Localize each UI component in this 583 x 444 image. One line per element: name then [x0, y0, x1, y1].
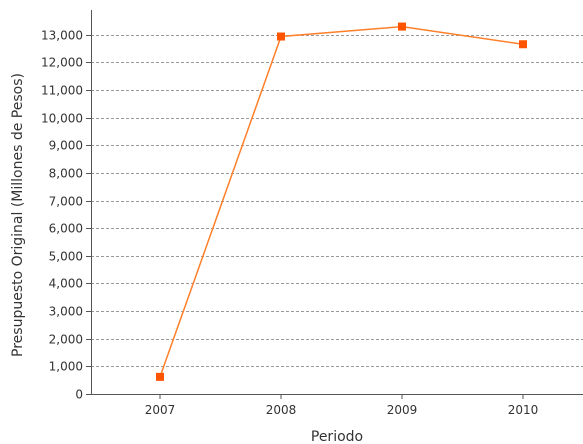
y-tick-label: 2,000	[49, 333, 83, 347]
y-tick-label: 5,000	[49, 250, 83, 264]
y-axis-title: Presupuesto Original (Millones de Pesos)	[10, 73, 26, 357]
y-tick-label: 6,000	[49, 222, 83, 236]
y-tick-label: 8,000	[49, 167, 83, 181]
x-tick-label: 2010	[508, 403, 539, 417]
data-point-marker	[277, 32, 285, 41]
x-tick-label: 2008	[266, 403, 297, 417]
series	[156, 22, 527, 381]
y-tick-label: 11,000	[41, 84, 83, 98]
y-tick-label: 9,000	[49, 139, 83, 153]
y-tick-label: 7,000	[49, 195, 83, 209]
x-tick-label: 2007	[145, 403, 176, 417]
y-tick-labels: 0 1,000 2,000 3,000 4,000 5,000 6,000 7,000 8,00…	[41, 29, 83, 402]
x-tick-label: 2009	[387, 403, 418, 417]
y-tick-label: 10,000	[41, 112, 83, 126]
y-tick-label: 0	[75, 388, 83, 402]
y-tick-label: 4,000	[49, 277, 83, 291]
axes	[86, 10, 583, 399]
x-tick-labels: 2007 2008 2009 2010	[145, 403, 539, 417]
data-point-marker	[398, 22, 406, 31]
y-tick-label: 13,000	[41, 29, 83, 43]
y-tick-label: 1,000	[49, 360, 83, 374]
gridlines	[91, 35, 583, 367]
series-line	[159, 25, 524, 378]
y-tick-label: 3,000	[49, 305, 83, 319]
data-point-marker	[156, 372, 164, 381]
y-tick-label: 12,000	[41, 56, 83, 70]
x-axis-title: Periodo	[311, 429, 363, 444]
data-point-marker	[519, 40, 527, 49]
